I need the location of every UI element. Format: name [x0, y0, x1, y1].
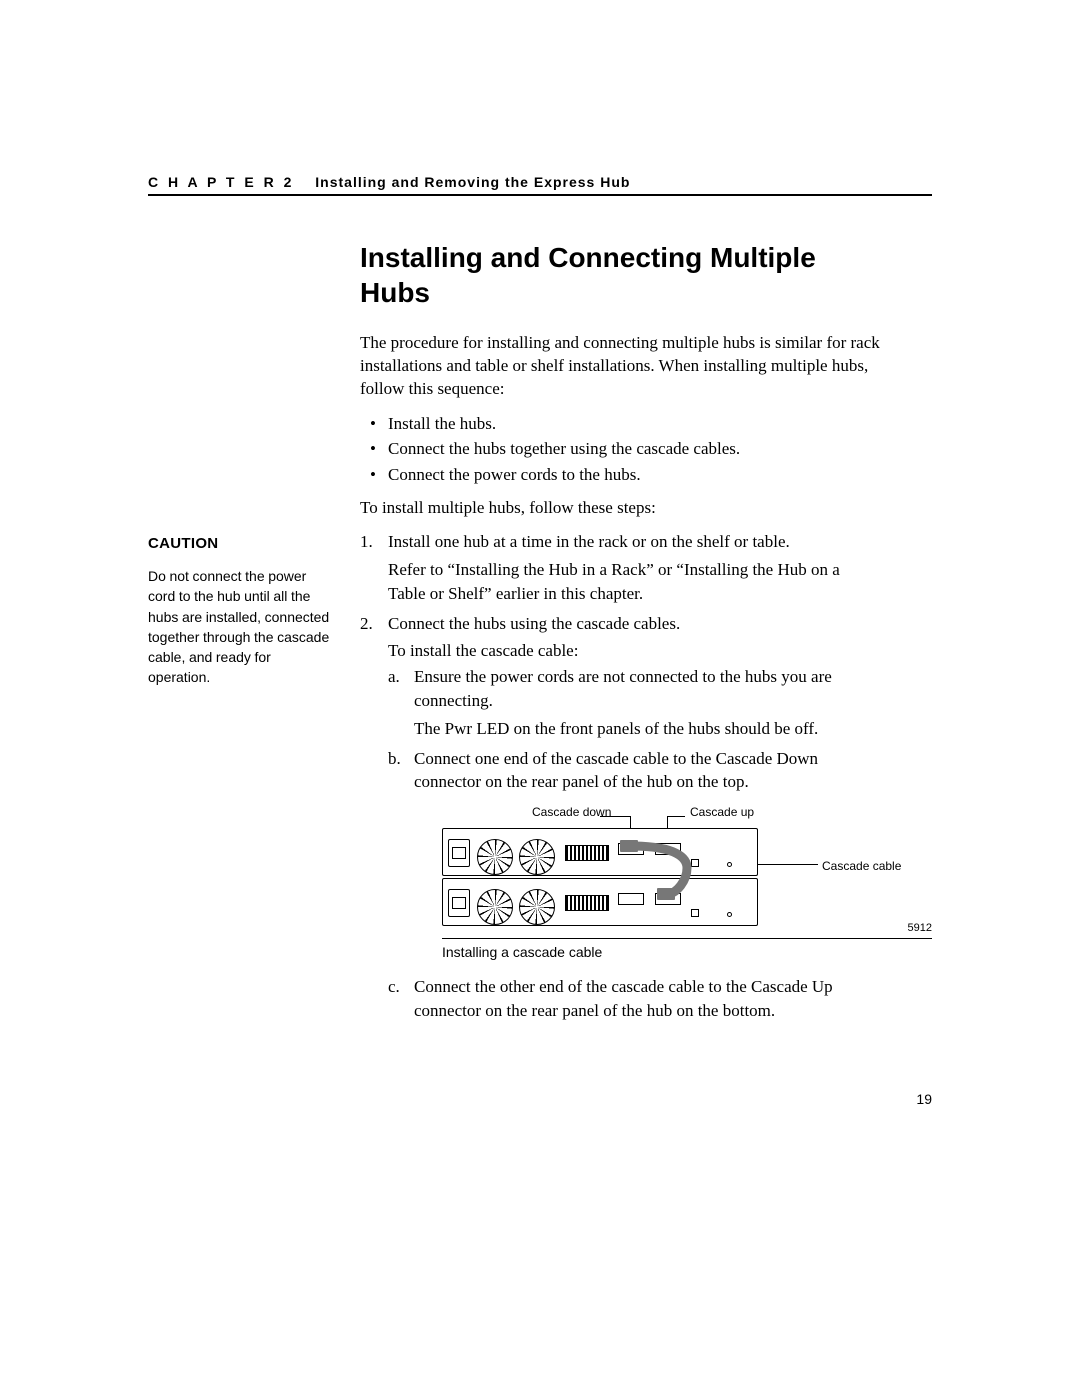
caution-sidebar: CAUTION Do not connect the power cord to… [148, 535, 333, 688]
step-1-text: Install one hub at a time in the rack or… [388, 532, 790, 551]
step-1-sub: Refer to “Installing the Hub in a Rack” … [388, 558, 880, 606]
main-content: Installing and Connecting Multiple Hubs … [360, 240, 880, 1032]
small-port [691, 909, 699, 917]
fan-icon [477, 839, 513, 875]
fan-icon [477, 889, 513, 925]
power-slot [452, 847, 466, 859]
sequence-bullets: Install the hubs. Connect the hubs toget… [360, 411, 880, 488]
caution-heading: CAUTION [148, 535, 333, 552]
leader-line [667, 816, 685, 817]
power-slot [452, 897, 466, 909]
figure-number: 5912 [908, 921, 932, 936]
figure-rule [442, 938, 932, 939]
leader-line [600, 816, 630, 817]
figure-container: Cascade down Cascade up Cascade cable [442, 802, 880, 963]
steps-lead-in: To install multiple hubs, follow these s… [360, 497, 880, 520]
hub-top [442, 828, 758, 876]
cascade-cable-figure: Cascade down Cascade up Cascade cable [442, 802, 932, 932]
bullet-item: Connect the hubs together using the casc… [360, 436, 880, 462]
figure-caption: Installing a cascade cable [442, 943, 880, 963]
substep-b: Connect one end of the cascade cable to … [388, 747, 880, 963]
leader-line [758, 864, 818, 865]
running-header: C H A P T E R 2 Installing and Removing … [148, 174, 932, 196]
step-1: Install one hub at a time in the rack or… [360, 530, 880, 605]
step-2-substeps: Ensure the power cords are not connected… [388, 665, 880, 1022]
substep-b-text: Connect one end of the cascade cable to … [414, 749, 818, 792]
caution-body: Do not connect the power cord to the hub… [148, 566, 333, 688]
figure-label-cascade-down: Cascade down [532, 804, 611, 821]
page: C H A P T E R 2 Installing and Removing … [0, 0, 1080, 1397]
page-number: 19 [916, 1091, 932, 1107]
chapter-label: C H A P T E R 2 [148, 174, 294, 190]
substep-a: Ensure the power cords are not connected… [388, 665, 880, 740]
substep-a-text: Ensure the power cords are not connected… [414, 667, 832, 710]
substep-a-sub: The Pwr LED on the front panels of the h… [414, 717, 880, 741]
section-title: Installing and Connecting Multiple Hubs [360, 240, 880, 310]
bullet-item: Install the hubs. [360, 411, 880, 437]
bullet-item: Connect the power cords to the hubs. [360, 462, 880, 488]
figure-label-cascade-up: Cascade up [690, 804, 754, 821]
numbered-steps: Install one hub at a time in the rack or… [360, 530, 880, 1022]
substep-c-text: Connect the other end of the cascade cab… [414, 977, 833, 1020]
substep-c: Connect the other end of the cascade cab… [388, 975, 880, 1023]
intro-paragraph: The procedure for installing and connect… [360, 332, 880, 401]
fan-icon [519, 839, 555, 875]
fan-icon [519, 889, 555, 925]
step-2-sub: To install the cascade cable: [388, 639, 880, 663]
figure-label-cascade-cable: Cascade cable [822, 858, 901, 875]
step-2-text: Connect the hubs using the cascade cable… [388, 614, 680, 633]
cascade-cable-icon [617, 828, 697, 906]
step-2: Connect the hubs using the cascade cable… [360, 612, 880, 1023]
vent-slots [565, 895, 609, 911]
vent-slots [565, 845, 609, 861]
indicator-dot [727, 912, 732, 917]
hub-bottom [442, 878, 758, 926]
indicator-dot [727, 862, 732, 867]
chapter-title: Installing and Removing the Express Hub [315, 174, 630, 190]
